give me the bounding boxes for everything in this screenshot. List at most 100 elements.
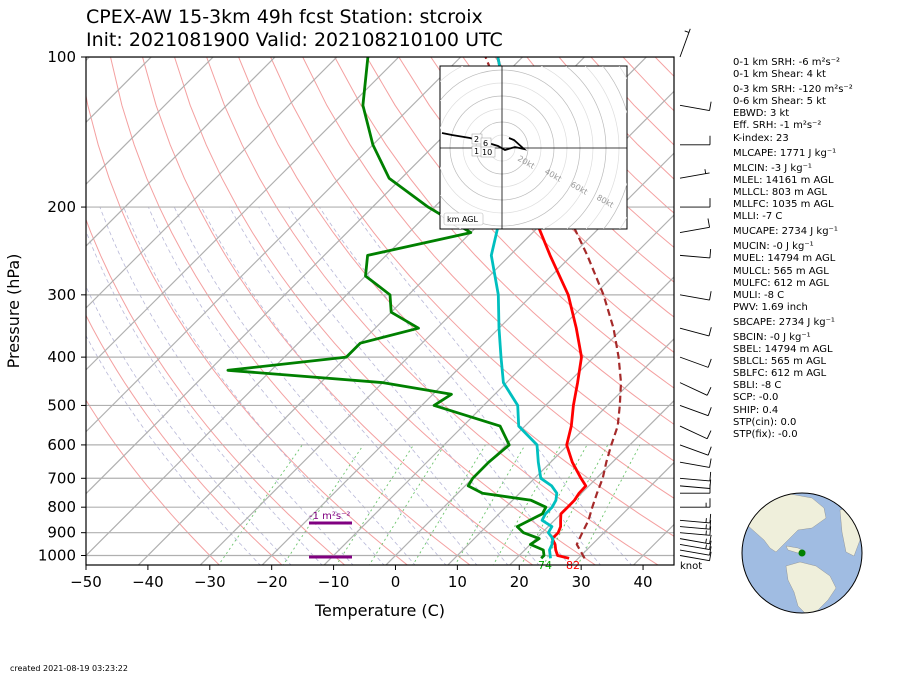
wind-barb <box>679 479 712 489</box>
moist-adiabat-line <box>258 206 540 565</box>
sounding-statistics: 0-1 km SRH: -6 m²s⁻² 0-1 km Shear: 4 kt 0-… <box>733 57 903 441</box>
dry-adiabat-line <box>86 93 409 565</box>
wind-barb <box>679 405 712 417</box>
station-marker <box>798 549 806 557</box>
wind-barb <box>679 356 712 368</box>
moist-adiabat-line <box>86 334 261 565</box>
stat-line: SBEL: 14794 m AGL <box>733 344 833 356</box>
moist-adiabat-line <box>229 206 509 565</box>
wind-barb <box>680 198 711 208</box>
stat-line: 0-3 km SRH: -120 m²s⁻² <box>733 84 853 96</box>
globe-land-south-america <box>785 561 837 613</box>
x-tick-label: −20 <box>256 573 288 591</box>
x-axis-label: Temperature (C) <box>314 601 445 620</box>
mixing-ratio-line <box>454 444 526 565</box>
stat-line: MULI: -8 C <box>733 289 785 301</box>
mixing-ratio-line <box>543 444 609 565</box>
stat-line: MLEL: 14161 m AGL <box>733 174 834 186</box>
wind-barb <box>680 484 711 494</box>
isotherm-line <box>86 57 462 433</box>
wind-barb <box>679 218 710 234</box>
stat-line: MLLCL: 803 m AGL <box>733 186 828 198</box>
stat-line: MUCAPE: 2734 J kg⁻¹ <box>733 226 838 238</box>
dry-adiabat-line <box>366 57 674 389</box>
isobars <box>86 57 674 557</box>
wind-barb <box>679 551 712 562</box>
moist-adiabat-line <box>86 285 292 565</box>
stat-line: MUEL: 14794 m AGL <box>733 253 836 265</box>
y-tick-label: 400 <box>47 348 76 366</box>
stat-line: 0-1 km Shear: 4 kt <box>733 69 826 81</box>
moist-adiabat-line <box>148 206 416 565</box>
stat-line: SHIP: 0.4 <box>733 404 779 416</box>
globe-outline <box>741 492 863 614</box>
x-tick-label: 30 <box>572 573 591 591</box>
wind-barb <box>679 425 712 440</box>
y-tick-label: 300 <box>47 286 76 304</box>
stat-line: MLLFC: 1035 m AGL <box>733 199 834 211</box>
x-axis: −50 −40 −30 −20 −10 0 10 20 30 40 <box>70 565 653 591</box>
stat-line: MLCIN: -3 J kg⁻¹ <box>733 162 812 174</box>
wind-barb <box>679 540 712 551</box>
moist-adiabat-line <box>350 206 633 565</box>
mixing-ratio-line <box>218 444 303 565</box>
wind-barb <box>679 471 712 482</box>
moist-adiabat-line <box>319 206 602 565</box>
dry-adiabat-line <box>270 57 674 499</box>
y-tick-label: 500 <box>47 396 76 414</box>
x-tick-label: 10 <box>448 573 467 591</box>
wind-barb <box>679 526 712 536</box>
dry-adiabat-line <box>462 57 674 283</box>
mixing-ratio-line <box>492 444 562 565</box>
mixing-ratio-line <box>368 444 445 565</box>
hodograph-height-labels: 2 1 6 10 <box>471 133 496 158</box>
plot-frame <box>85 56 675 566</box>
y-tick-label: 800 <box>47 498 76 516</box>
wind-barb <box>679 327 712 337</box>
y-tick-label: 200 <box>47 198 76 216</box>
isotherm-line <box>570 461 674 565</box>
hodograph: 20kt 40kt 60kt 80kt 2 1 6 10 km AGL <box>439 65 628 230</box>
dry-adiabats <box>86 57 674 565</box>
isotherm-line <box>86 57 276 247</box>
wind-barb <box>680 135 711 146</box>
isotherm-line <box>86 57 400 371</box>
mixing-ratio-line <box>335 444 414 565</box>
chart-title-line2: Init: 2021081900 Valid: 202108210100 UTC <box>86 29 503 51</box>
dry-adiabat-line <box>86 314 283 565</box>
stat-line: SBCIN: -0 J kg⁻¹ <box>733 331 811 343</box>
stat-line: 0-1 km SRH: -6 m²s⁻² <box>733 57 840 68</box>
wind-barbs <box>679 28 712 562</box>
location-globe <box>741 492 863 614</box>
y-axis: 100 200 300 400 500 600 700 800 900 1000 <box>38 48 86 565</box>
barb-unit-label: knot <box>680 561 702 572</box>
moist-adiabat-line <box>123 206 385 565</box>
y-tick-label: 900 <box>47 524 76 542</box>
stat-line: MLLI: -7 C <box>733 211 783 223</box>
y-tick-label: 100 <box>47 48 76 66</box>
hodograph-trace <box>441 132 528 151</box>
stat-line: SCP: -0.0 <box>733 392 779 404</box>
mixing-ratio-line <box>412 444 486 565</box>
x-tick-label: −40 <box>132 573 164 591</box>
hodograph-unit-label: km AGL <box>447 215 479 224</box>
chart-title-line1: CPEX-AW 15-3km 49h fcst Station: stcroix <box>86 6 483 28</box>
wind-barb <box>679 291 712 301</box>
srh-label: -1 m²s⁻² <box>309 511 350 522</box>
dry-adiabat-line <box>430 57 674 318</box>
x-tick-label: 0 <box>391 573 401 591</box>
stat-line: Eff. SRH: -1 m²s⁻² <box>733 120 822 132</box>
srh-bars: -1 m²s⁻² <box>309 511 352 559</box>
dry-adiabat-line <box>86 218 346 565</box>
x-tick-label: 40 <box>634 573 653 591</box>
created-timestamp: created 2021-08-19 03:23:22 <box>10 664 128 673</box>
stat-line: STP(fix): -0.0 <box>733 428 798 440</box>
stat-line: SBLFC: 612 m AGL <box>733 368 827 380</box>
wind-barb <box>679 444 712 456</box>
x-tick-label: −30 <box>194 573 226 591</box>
mixing-ratio-lines <box>218 444 641 565</box>
mixing-ratio-line <box>520 444 588 565</box>
wind-barb <box>679 169 710 179</box>
wind-barb <box>679 546 712 556</box>
hodograph-height-10: 10 <box>482 148 492 157</box>
